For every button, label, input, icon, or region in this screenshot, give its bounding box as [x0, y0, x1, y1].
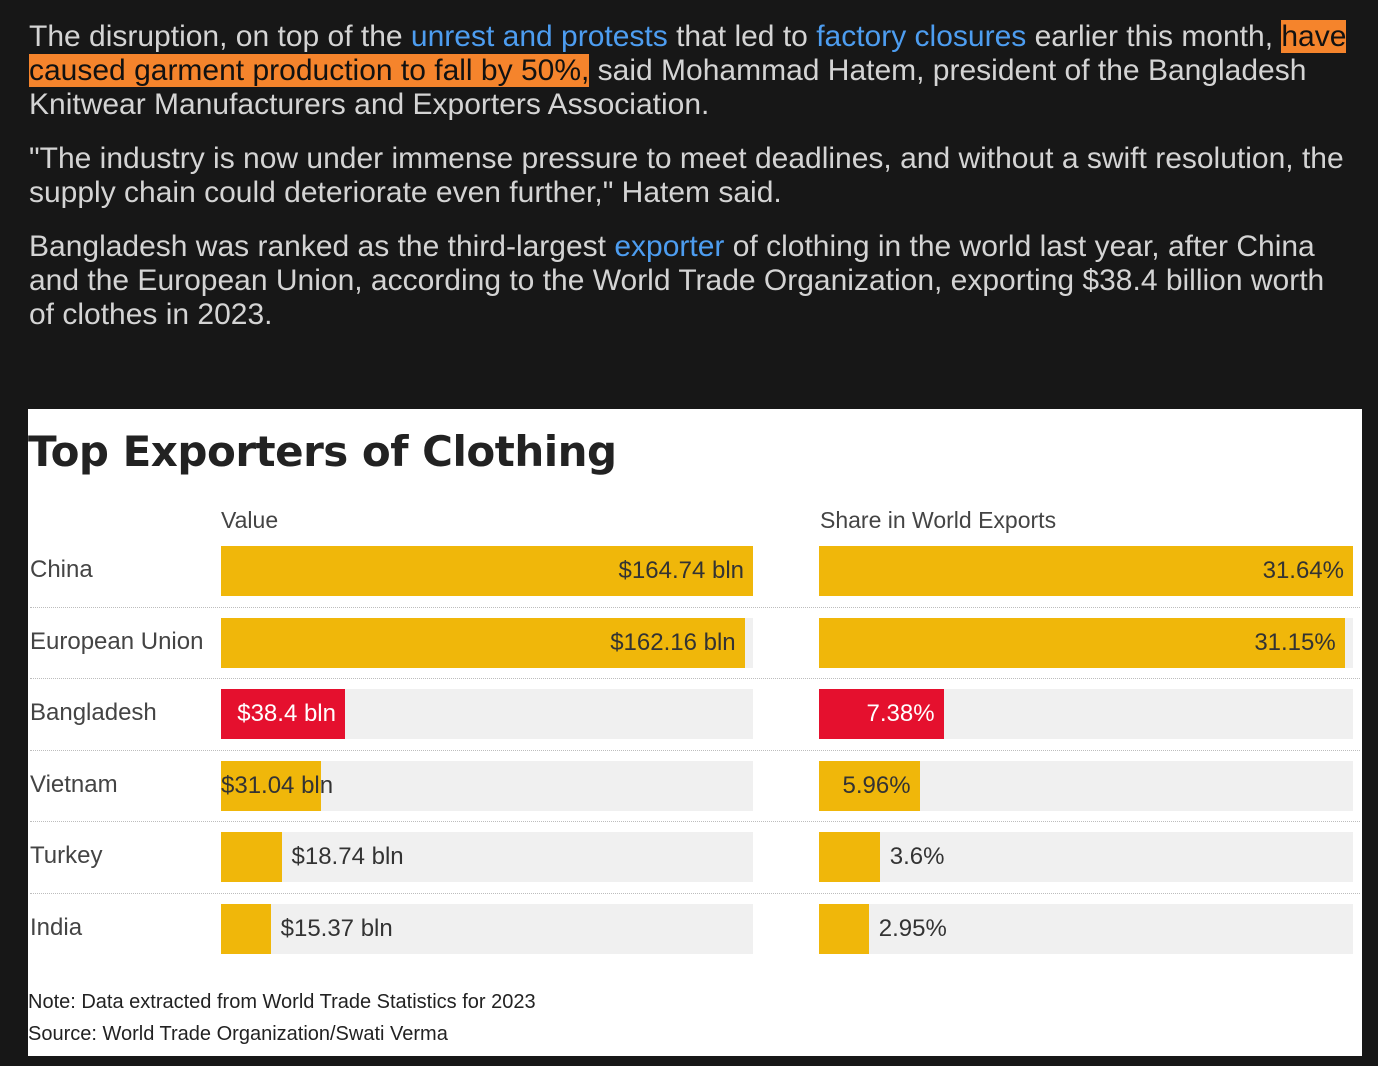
row-divider — [30, 606, 1360, 608]
data-label-value-bangladesh: $38.4 bln — [237, 700, 336, 727]
row-label-india: India — [30, 913, 83, 941]
data-label-share-vietnam: 5.96% — [842, 771, 911, 799]
bar-share-india — [819, 903, 869, 954]
data-label-share-european-union: 31.15% — [1254, 628, 1336, 656]
bar-value-bangladesh — [221, 689, 345, 739]
bar-share-china — [819, 546, 1353, 596]
article-text: said Mohammad Hatem, president of the Ba… — [29, 54, 1307, 121]
bar-value-turkey — [221, 832, 282, 882]
bar-share-vietnam — [819, 760, 920, 811]
article-text: Bangladesh was ranked as the third-large… — [29, 230, 615, 263]
data-label-value-vietnam: $31.04 bln — [221, 771, 334, 799]
data-label-share-china: 31.64% — [1262, 557, 1344, 584]
bar-value-european-union — [221, 617, 745, 668]
data-label-value-european-union: $162.16 bln — [610, 628, 736, 656]
article-paragraph-3: Bangladesh was ranked as the third-large… — [29, 230, 1349, 332]
link-factory-closures[interactable]: factory closures — [816, 20, 1027, 53]
row-label-china: China — [30, 556, 93, 583]
bar-track-value-turkey — [221, 832, 753, 882]
row-label-bangladesh: Bangladesh — [30, 699, 157, 726]
bar-share-bangladesh — [819, 689, 944, 739]
bar-track-value-india — [221, 903, 753, 954]
data-label-share-bangladesh: 7.38% — [866, 700, 935, 727]
data-label-share-turkey: 3.6% — [889, 843, 945, 870]
bar-value-vietnam — [221, 760, 322, 811]
column-header-value: Value — [221, 507, 279, 533]
data-label-value-india: $15.37 bln — [280, 914, 393, 942]
article-text: The disruption, on top of the — [29, 20, 411, 53]
article-paragraph-1: The disruption, on top of the unrest and… — [29, 20, 1349, 122]
chart-source: Source: World Trade Organization/Swati V… — [28, 1023, 448, 1045]
link-unrest-and-protests[interactable]: unrest and protests — [410, 20, 668, 53]
bar-track-share-india — [819, 903, 1353, 954]
chart-note: Note: Data extracted from World Trade St… — [28, 991, 536, 1013]
bar-share-turkey — [819, 832, 880, 882]
row-label-european-union: European Union — [30, 627, 204, 655]
row-divider — [30, 821, 1360, 822]
row-divider — [30, 892, 1360, 894]
article-paragraph-2: "The industry is now under immense press… — [29, 142, 1344, 209]
row-label-vietnam: Vietnam — [30, 770, 118, 798]
data-label-value-turkey: $18.74 bln — [291, 843, 404, 870]
data-label-value-china: $164.74 bln — [618, 557, 744, 584]
article-body: The disruption, on top of the unrest and… — [29, 20, 1349, 352]
column-header-share: Share in World Exports — [820, 507, 1057, 533]
data-label-share-india: 2.95% — [878, 914, 947, 942]
chart-graphic: Top Exporters of Clothing Value Share in… — [28, 409, 1362, 1056]
article-text: earlier this month, — [1026, 20, 1282, 53]
article-text: that led to — [667, 20, 817, 53]
bar-track-share-turkey — [819, 832, 1353, 882]
row-divider — [30, 678, 1360, 679]
bar-value-india — [221, 903, 271, 954]
chart-title: Top Exporters of Clothing — [28, 427, 617, 476]
article-text: of clothing in the world last year, afte… — [29, 230, 1325, 331]
row-label-turkey: Turkey — [30, 842, 103, 869]
row-divider — [30, 749, 1360, 751]
bar-value-china — [221, 546, 753, 596]
link-exporter[interactable]: exporter — [614, 230, 725, 263]
bar-share-european-union — [819, 617, 1345, 668]
